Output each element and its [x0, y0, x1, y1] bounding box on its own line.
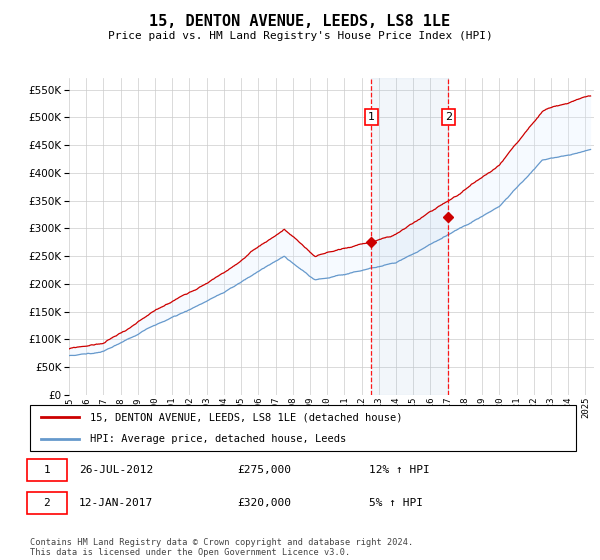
Text: 1: 1	[44, 465, 50, 475]
Text: Price paid vs. HM Land Registry's House Price Index (HPI): Price paid vs. HM Land Registry's House …	[107, 31, 493, 41]
Text: 1: 1	[368, 112, 375, 122]
Text: Contains HM Land Registry data © Crown copyright and database right 2024.
This d: Contains HM Land Registry data © Crown c…	[30, 538, 413, 557]
Text: £320,000: £320,000	[238, 498, 292, 508]
Text: £275,000: £275,000	[238, 465, 292, 475]
Text: 12% ↑ HPI: 12% ↑ HPI	[368, 465, 429, 475]
FancyBboxPatch shape	[27, 492, 67, 514]
Text: 15, DENTON AVENUE, LEEDS, LS8 1LE: 15, DENTON AVENUE, LEEDS, LS8 1LE	[149, 14, 451, 29]
Text: 15, DENTON AVENUE, LEEDS, LS8 1LE (detached house): 15, DENTON AVENUE, LEEDS, LS8 1LE (detac…	[90, 412, 403, 422]
Text: 12-JAN-2017: 12-JAN-2017	[79, 498, 154, 508]
Text: 2: 2	[445, 112, 452, 122]
Text: 26-JUL-2012: 26-JUL-2012	[79, 465, 154, 475]
FancyBboxPatch shape	[27, 459, 67, 481]
Text: 5% ↑ HPI: 5% ↑ HPI	[368, 498, 422, 508]
FancyBboxPatch shape	[30, 405, 576, 451]
Text: HPI: Average price, detached house, Leeds: HPI: Average price, detached house, Leed…	[90, 435, 346, 444]
Bar	[371, 78, 448, 395]
Text: 2: 2	[44, 498, 50, 508]
